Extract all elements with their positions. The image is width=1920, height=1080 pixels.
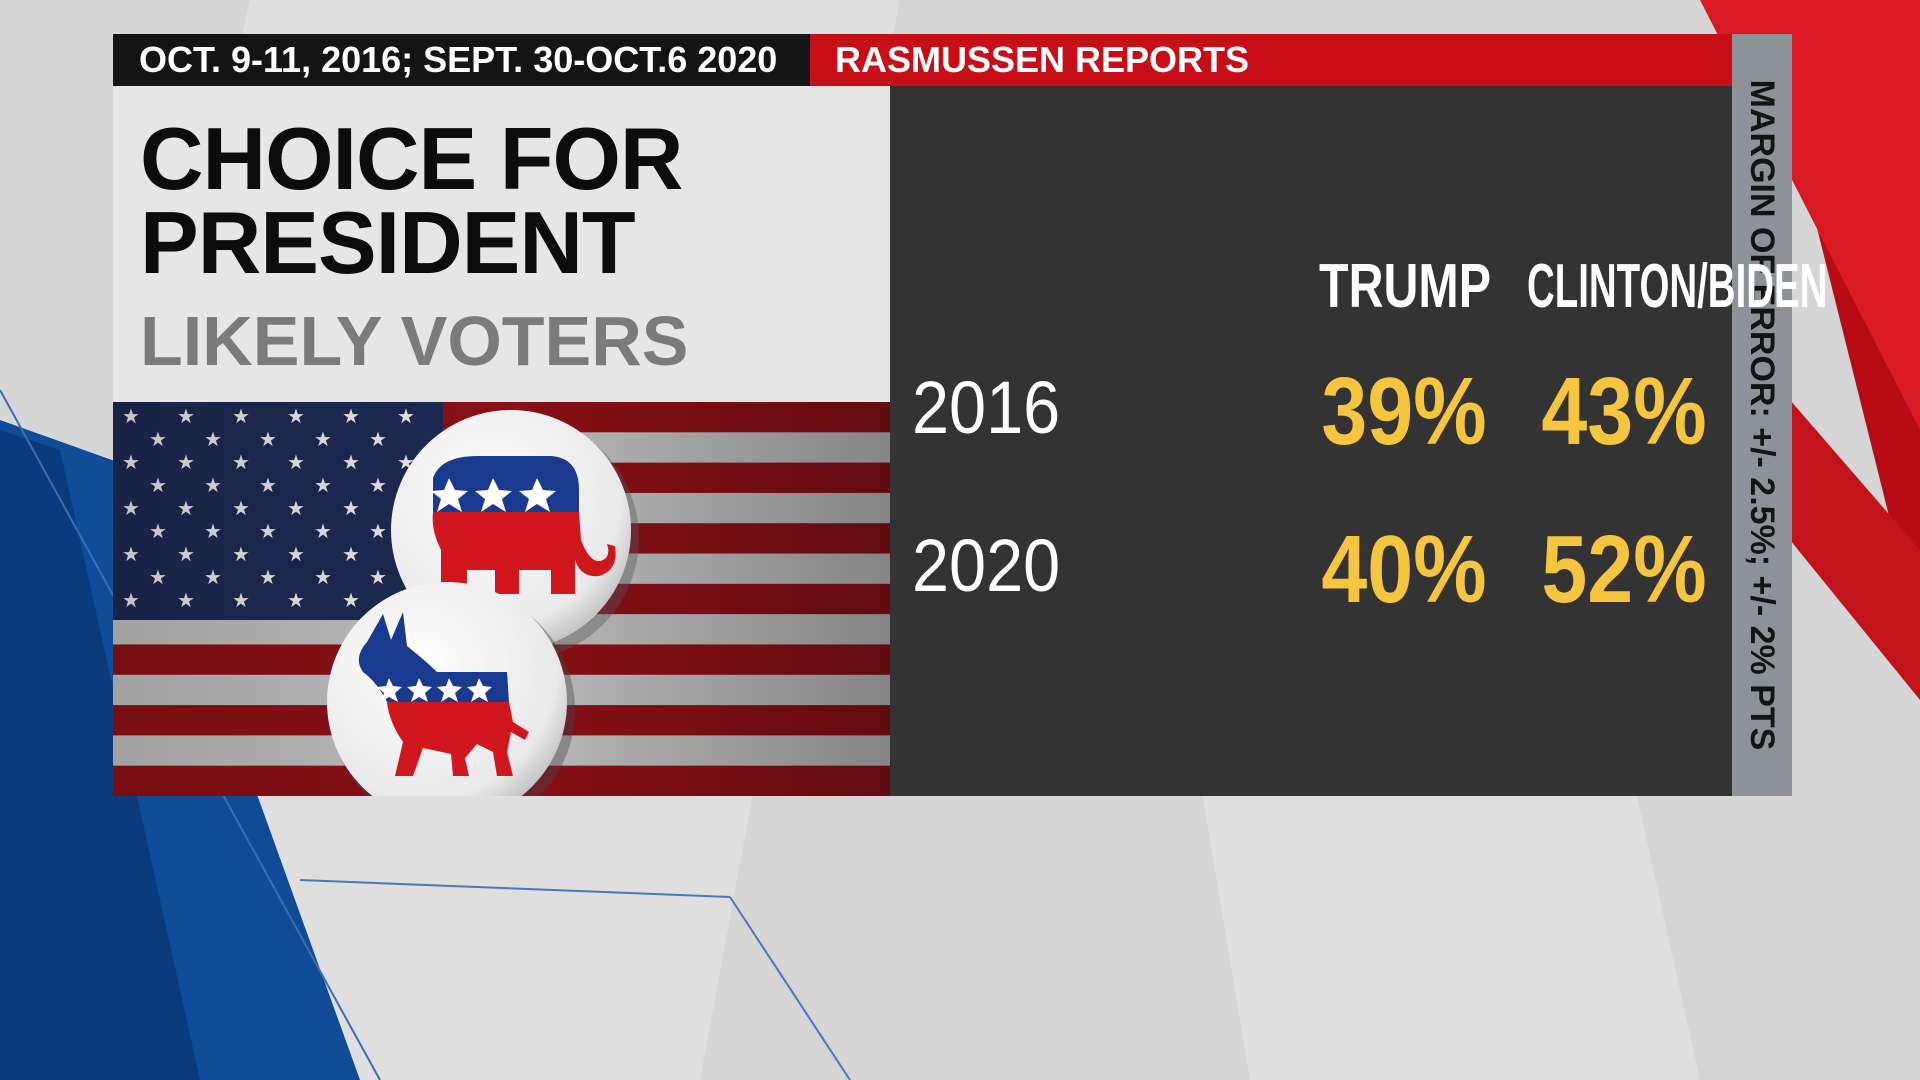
value-biden-2020: 52%	[1541, 516, 1707, 623]
value-clinton-2016: 43%	[1541, 358, 1707, 465]
margin-of-error-text: MARGIN OF ERROR: +/- 2.5%; +/- 2% PTS	[1743, 79, 1781, 751]
poll-dates: OCT. 9-11, 2016; SEPT. 30-OCT.6 2020	[113, 34, 810, 86]
american-flag-icon: ★★★★★★★★★★★★★★★★★★★★★★★★★★★★★★★★★★★★★★★★…	[113, 402, 890, 796]
column-header-trump: TRUMP	[1319, 252, 1491, 321]
row-label-2016: 2016	[912, 366, 1061, 449]
value-trump-2020: 40%	[1321, 516, 1487, 623]
column-header-clinton-biden: CLINTON/BIDEN	[1527, 252, 1828, 321]
poll-graphic-panel: OCT. 9-11, 2016; SEPT. 30-OCT.6 2020 RAS…	[113, 34, 1828, 796]
margin-of-error-bar: MARGIN OF ERROR: +/- 2.5%; +/- 2% PTS	[1732, 34, 1792, 796]
democratic-donkey-button	[327, 582, 575, 796]
row-label-2020: 2020	[912, 524, 1061, 607]
title-box: CHOICE FOR PRESIDENT LIKELY VOTERS	[113, 86, 890, 402]
subtitle: LIKELY VOTERS	[140, 302, 689, 380]
poll-source: RASMUSSEN REPORTS	[810, 34, 1732, 86]
value-trump-2016: 39%	[1321, 358, 1487, 465]
title-line-1: CHOICE FOR	[140, 109, 683, 208]
title-line-2: PRESIDENT	[140, 193, 636, 292]
poll-table: TRUMP CLINTON/BIDEN 2016 2020 39% 43% 40…	[890, 86, 1828, 796]
flag-image: ★★★★★★★★★★★★★★★★★★★★★★★★★★★★★★★★★★★★★★★★…	[113, 402, 890, 796]
